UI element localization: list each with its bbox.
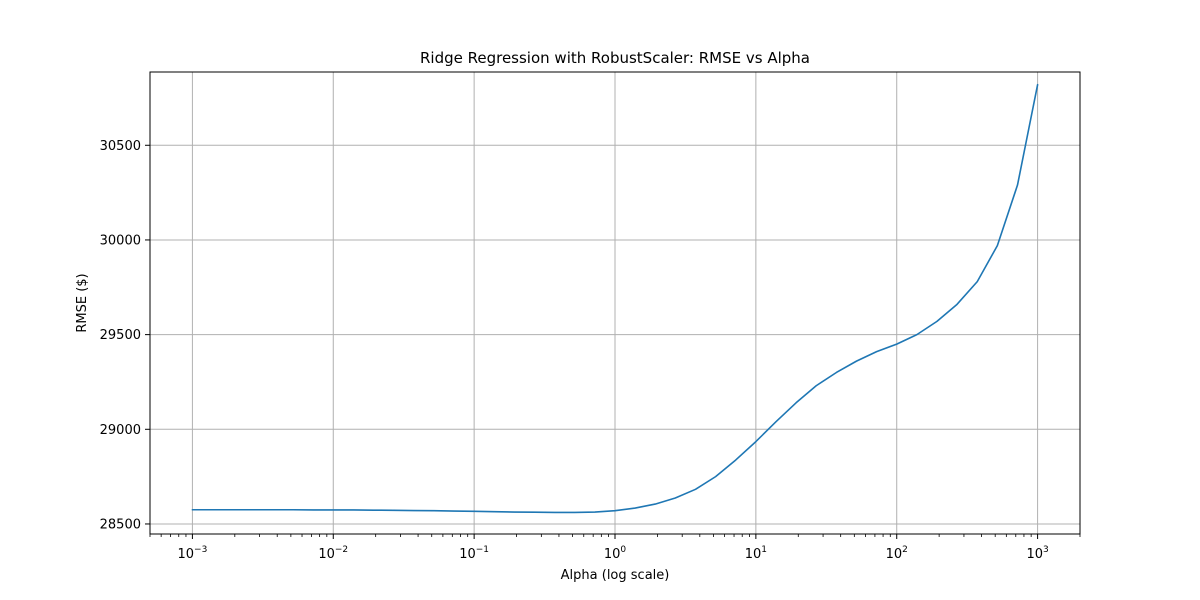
x-tick-label: 10−3: [177, 545, 207, 562]
y-tick-label: 29000: [100, 423, 141, 438]
x-tick-label: 10−1: [459, 545, 489, 562]
y-tick-label: 28500: [100, 517, 141, 532]
x-tick-label: 103: [1026, 545, 1048, 562]
x-tick-label: 100: [604, 545, 627, 562]
y-tick-label: 30000: [100, 233, 141, 248]
y-tick-label: 29500: [100, 328, 141, 343]
x-axis-label: Alpha (log scale): [561, 568, 670, 583]
y-axis-ticks: 28500 29000 29500 30000 30500: [100, 139, 150, 532]
x-tick-label: 102: [886, 545, 908, 562]
x-axis-ticks: 10−3 10−2 10−1 100 101 102 103: [177, 534, 1049, 562]
chart-title: Ridge Regression with RobustScaler: RMSE…: [420, 49, 810, 67]
series-line: [191, 83, 1039, 514]
x-tick-label: 10−2: [318, 545, 348, 562]
grid-lines: [150, 72, 1080, 534]
x-tick-label: 101: [745, 545, 767, 562]
y-tick-label: 30500: [100, 139, 141, 154]
y-axis-label: RMSE ($): [75, 273, 90, 332]
series-layer: [191, 83, 1039, 514]
